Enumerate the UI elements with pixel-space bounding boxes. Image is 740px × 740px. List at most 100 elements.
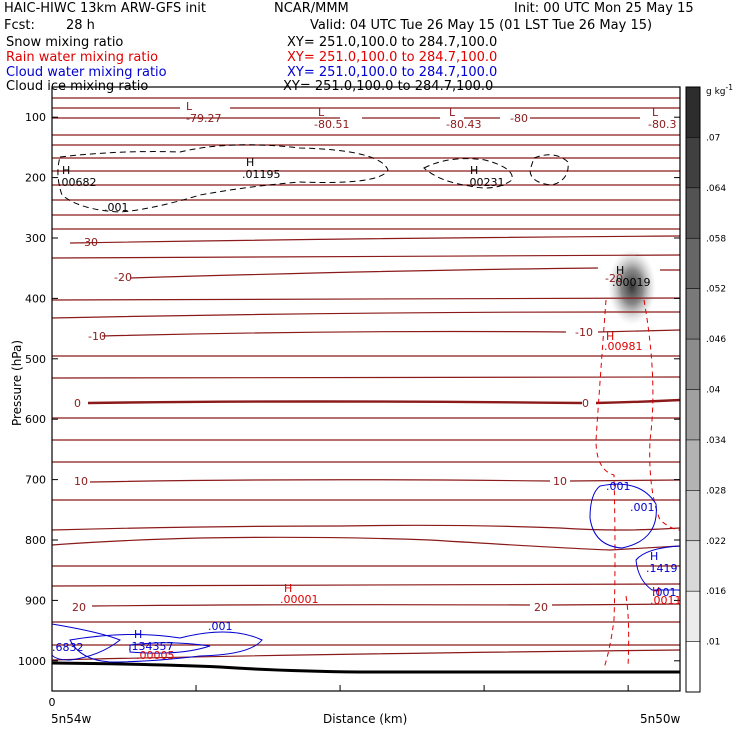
x-right-endpoint: 5n50w <box>640 712 681 726</box>
colorbar-tick-label: .034 <box>706 436 726 446</box>
x-axis-title: Distance (km) <box>323 712 408 726</box>
x-axis: 0 <box>49 685 629 709</box>
snow-contour-group <box>57 144 569 213</box>
y-tick-label: 900 <box>25 594 46 607</box>
snow-contour <box>529 154 569 186</box>
colorbar-segment <box>686 591 700 642</box>
cloudwater-label: .6832 <box>52 641 84 654</box>
y-tick-label: 800 <box>25 534 46 547</box>
isotherm-label: -20 <box>605 272 623 285</box>
snow-label: .001 <box>104 201 129 214</box>
snow-contour <box>57 144 389 213</box>
rain-label: .00981 <box>604 340 643 353</box>
isotherm-line <box>51 524 681 531</box>
field-snow-name: Snow mixing ratio <box>6 35 124 50</box>
colorbar-tick-label: .022 <box>706 537 726 547</box>
colorbar-segment <box>686 490 700 541</box>
y-tick-label: 700 <box>25 474 46 487</box>
colorbar-segment <box>686 137 700 188</box>
rain-contour <box>595 299 616 669</box>
cloudwater-extremum-mark: H <box>134 628 142 641</box>
colorbar: .01 .016 .022 .028 .034 .04 .046 .052 .058 .064 .0… <box>685 86 726 693</box>
isotherm-line <box>51 297 681 301</box>
field-rain-xy: XY= 251.0,100.0 to 284.7,100.0 <box>287 50 498 65</box>
isotherm-line <box>69 235 681 244</box>
isotherm-label: -30 <box>80 236 98 249</box>
y-axis-title: Pressure (hPa) <box>10 339 24 427</box>
terrain-line <box>51 661 680 674</box>
y-tick-label: 1000 <box>18 655 46 668</box>
isotherm-label: 10 <box>553 475 567 488</box>
snow-contour <box>423 158 513 189</box>
colorbar-tick-label: .028 <box>706 486 726 496</box>
rain-contour <box>625 595 630 668</box>
isotherm-line <box>91 603 681 607</box>
temp-extremum-value: -80 <box>510 112 528 125</box>
field-cloudwater-name: Cloud water mixing ratio <box>6 65 167 80</box>
cloudwater-contour <box>129 642 211 654</box>
cloudwater-contour <box>51 623 121 661</box>
colorbar-segment <box>686 238 700 289</box>
snow-extremum-mark: H <box>62 164 70 177</box>
y-tick-label: 400 <box>25 292 46 305</box>
snow-label: .00231 <box>466 176 505 189</box>
model-title: HAIC-HIWC 13km ARW-GFS init <box>4 1 206 16</box>
rain-extremum-mark: H <box>0 0 8 3</box>
isotherm-line <box>51 649 681 661</box>
cloudwater-label: .134357 <box>128 640 174 653</box>
colorbar-tick-label: .07 <box>706 133 720 143</box>
isotherm-label: 0 <box>74 397 81 410</box>
colorbar-tick-label: .016 <box>706 587 726 597</box>
rain-label: .00005 <box>136 649 175 662</box>
colorbar-tick-label: .058 <box>706 234 726 244</box>
valid-time: Valid: 04 UTC Tue 26 May 15 (01 LST Tue … <box>310 18 653 33</box>
forecast-label: Fcst: <box>4 18 35 33</box>
colorbar-segment <box>686 339 700 390</box>
rain-contour-group <box>595 299 681 669</box>
rain-extremum-mark: H <box>652 585 660 598</box>
forecast-hour: 28 h <box>66 18 95 33</box>
cloudwater-contour <box>69 631 263 663</box>
colorbar-segment <box>686 389 700 440</box>
cloudwater-contour <box>589 483 657 549</box>
isotherm-group <box>51 97 681 661</box>
ice-extremum-mark: H <box>616 264 624 277</box>
rain-label: .00001 <box>280 593 319 606</box>
rain-contour <box>643 299 681 531</box>
colorbar-tick-label: .052 <box>706 285 726 295</box>
isotherm-label: -10 <box>575 326 593 339</box>
isotherm-line <box>129 267 680 279</box>
y-tick-label: 200 <box>25 172 46 185</box>
init-time: Init: 00 UTC Mon 25 May 15 <box>514 1 694 16</box>
y-tick-label: 500 <box>25 353 46 366</box>
isotherm-line <box>51 536 681 551</box>
rain-extremum-mark: H <box>284 582 292 595</box>
cloudwater-label: .001 <box>606 480 631 493</box>
temp-extremum-value: -80.51 <box>314 118 349 131</box>
ice-shading-max <box>608 249 656 325</box>
isotherm-line <box>51 376 681 379</box>
cloudwater-label: .1419 <box>646 562 678 575</box>
isotherm-label: 0 <box>582 397 589 410</box>
snow-extremum-mark: H <box>246 156 254 169</box>
temp-extremum-value: -79.27 <box>186 112 221 125</box>
temp-extremum-mark: L <box>652 106 659 119</box>
field-rain-name: Rain water mixing ratio <box>6 50 159 65</box>
snow-label: .01195 <box>242 168 281 181</box>
cloudwater-contour <box>635 545 681 591</box>
colorbar-segment <box>686 87 700 138</box>
colorbar-segment <box>686 288 700 340</box>
rain-extremum-mark: H <box>606 330 614 343</box>
isotherm-label: 20 <box>534 601 548 614</box>
field-cloudwater-xy: XY= 251.0,100.0 to 284.7,100.0 <box>287 65 498 80</box>
y-tick-label: 100 <box>25 111 46 124</box>
colorbar-segment <box>686 540 700 592</box>
temp-extremum-mark: L <box>449 106 456 119</box>
temp-extremum-value: -80.3 <box>648 118 676 131</box>
cloudwater-label: .001 <box>208 620 233 633</box>
colorbar-segment <box>686 439 700 491</box>
